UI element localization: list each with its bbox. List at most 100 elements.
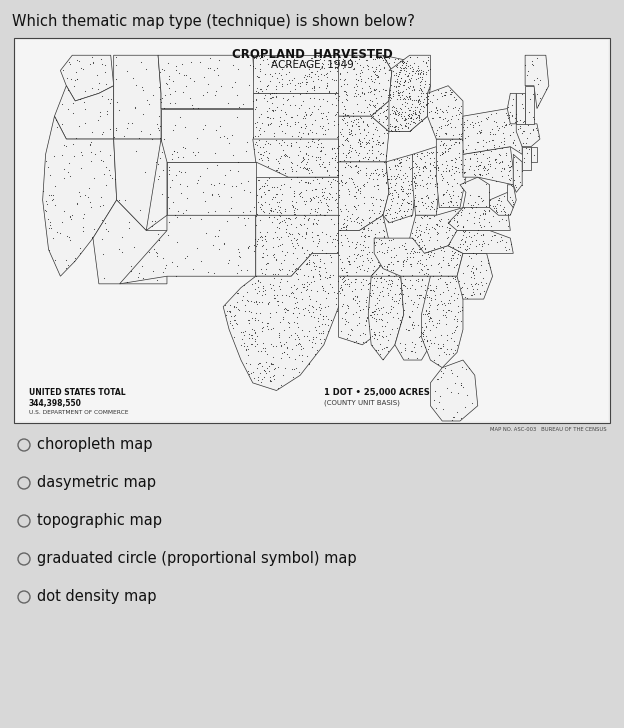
Point xyxy=(372,124,382,136)
Point xyxy=(380,110,390,122)
Point xyxy=(502,109,512,121)
Point xyxy=(418,65,428,76)
Point xyxy=(332,305,342,317)
Point xyxy=(299,196,309,207)
Point xyxy=(409,296,419,308)
Point xyxy=(411,224,421,236)
Point xyxy=(151,247,161,258)
Point xyxy=(253,345,263,357)
Point xyxy=(251,210,261,221)
Point xyxy=(295,190,305,202)
Point xyxy=(427,197,437,209)
Point xyxy=(374,294,384,306)
Point xyxy=(294,228,304,240)
Point xyxy=(389,107,399,119)
Point xyxy=(440,87,450,98)
Point xyxy=(247,312,257,323)
Point xyxy=(469,168,479,180)
Point xyxy=(192,178,202,189)
Point xyxy=(341,157,351,168)
Point xyxy=(238,340,248,352)
Point xyxy=(345,159,355,171)
Point xyxy=(423,282,433,293)
Point xyxy=(209,64,219,76)
Point xyxy=(396,62,406,74)
Point xyxy=(384,173,394,185)
Point xyxy=(382,119,392,130)
Point xyxy=(477,279,487,290)
Point xyxy=(371,305,381,317)
Point xyxy=(238,326,248,338)
Point xyxy=(295,218,305,230)
Point xyxy=(253,371,263,383)
Point xyxy=(459,118,469,130)
Point xyxy=(323,114,333,125)
Point xyxy=(66,73,76,84)
Point xyxy=(372,173,382,185)
Point xyxy=(499,138,509,149)
Point xyxy=(375,286,385,298)
Point xyxy=(325,66,335,77)
Point xyxy=(340,134,350,146)
Point xyxy=(324,231,334,242)
Point xyxy=(289,190,299,202)
Point xyxy=(323,313,333,325)
Point xyxy=(234,101,244,113)
Point xyxy=(482,143,492,155)
Point xyxy=(208,180,218,191)
Point xyxy=(348,173,358,185)
Point xyxy=(435,272,445,284)
Point xyxy=(505,207,515,219)
Point xyxy=(171,169,181,181)
Point xyxy=(371,293,381,304)
Point xyxy=(411,274,421,286)
Point xyxy=(230,76,240,87)
Polygon shape xyxy=(167,162,256,215)
Point xyxy=(305,207,315,218)
Point xyxy=(281,303,291,314)
Point xyxy=(430,293,440,305)
Point xyxy=(291,211,301,223)
Point xyxy=(284,352,294,363)
Point xyxy=(398,256,408,268)
Point xyxy=(334,90,344,101)
Point xyxy=(396,119,406,130)
Point xyxy=(124,215,134,227)
Point xyxy=(272,206,282,218)
Point xyxy=(215,224,225,236)
Point xyxy=(269,130,279,141)
Point xyxy=(432,373,442,384)
Point xyxy=(373,256,383,268)
Point xyxy=(271,87,281,99)
Point xyxy=(310,263,320,274)
Point xyxy=(178,207,188,219)
Point xyxy=(444,349,454,360)
Point xyxy=(300,248,310,259)
Point xyxy=(457,127,467,139)
Point xyxy=(175,165,185,177)
Point xyxy=(323,106,333,118)
Point xyxy=(274,196,284,207)
Polygon shape xyxy=(514,154,522,192)
Point xyxy=(412,230,422,242)
Point xyxy=(321,247,331,258)
Point xyxy=(444,257,454,269)
Point xyxy=(222,132,232,143)
Point xyxy=(349,160,359,172)
Point xyxy=(407,95,417,106)
Point xyxy=(444,239,454,250)
Point xyxy=(373,109,383,121)
Point xyxy=(303,176,313,188)
Point xyxy=(476,124,486,135)
Point xyxy=(450,310,460,322)
Point xyxy=(459,202,469,214)
Point xyxy=(454,132,464,143)
Point xyxy=(352,290,362,302)
Point xyxy=(48,194,58,205)
Point xyxy=(263,297,273,309)
Point xyxy=(408,251,418,263)
Point xyxy=(479,207,489,219)
Point xyxy=(434,258,444,269)
Point xyxy=(103,225,113,237)
Point xyxy=(532,124,542,135)
